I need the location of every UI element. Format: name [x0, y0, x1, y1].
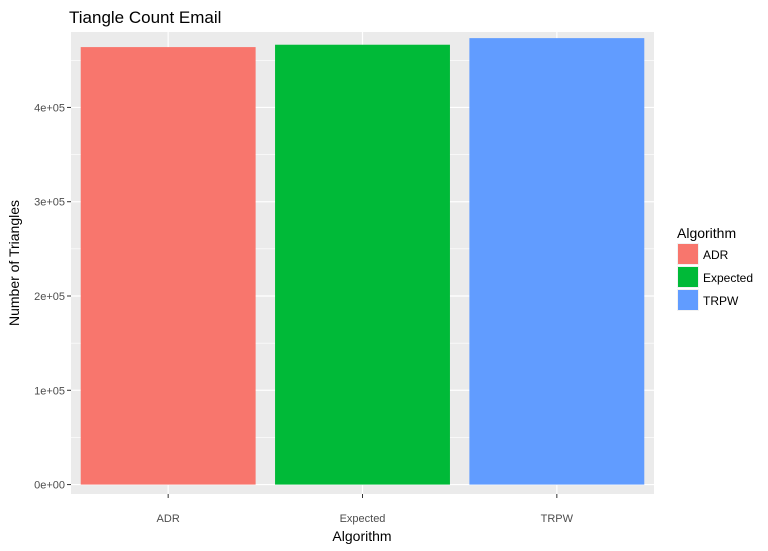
bar-adr [80, 47, 256, 485]
bars [80, 38, 645, 485]
y-tick-label: 3e+05 [34, 197, 65, 209]
y-axis-title: Number of Triangles [6, 200, 22, 326]
y-tick-label: 2e+05 [34, 291, 65, 303]
bar-expected [275, 44, 450, 485]
legend-title: Algorithm [677, 225, 736, 241]
bar-trpw [469, 38, 645, 485]
legend-label: Expected [703, 271, 753, 285]
legend-swatch-expected [678, 267, 698, 287]
chart-title: Tiangle Count Email [69, 8, 221, 27]
legend-swatch-adr [678, 244, 698, 264]
x-axis: ADR Expected TRPW [157, 494, 574, 525]
y-tick-label: 0e+00 [34, 480, 65, 492]
x-axis-title: Algorithm [332, 528, 391, 544]
x-tick-label: TRPW [541, 513, 574, 525]
legend-label: ADR [703, 248, 729, 262]
x-tick-label: Expected [340, 513, 386, 525]
legend-swatch-trpw [678, 290, 698, 310]
y-axis: 0e+00 1e+05 2e+05 3e+05 4e+05 [34, 102, 71, 492]
x-tick-label: ADR [157, 513, 180, 525]
legend-label: TRPW [703, 294, 739, 308]
y-tick-label: 1e+05 [34, 385, 65, 397]
legend: Algorithm ADR Expected TRPW [677, 225, 753, 311]
y-tick-label: 4e+05 [34, 102, 65, 114]
